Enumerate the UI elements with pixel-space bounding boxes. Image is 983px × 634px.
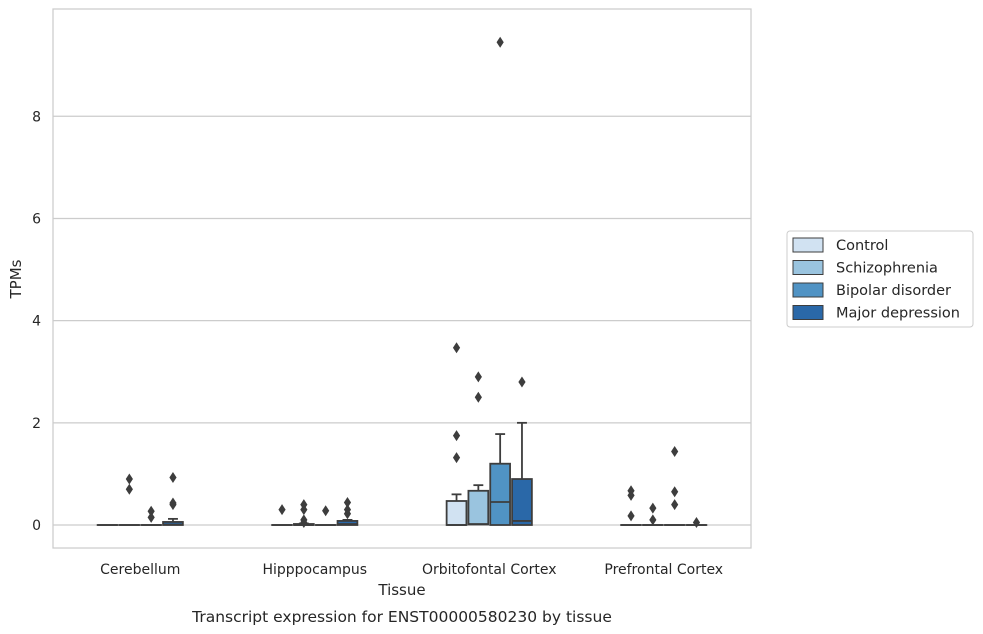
box-major-depression bbox=[336, 497, 359, 526]
legend-label: Bipolar disorder bbox=[836, 283, 951, 299]
outlier-point bbox=[518, 376, 526, 388]
box-control bbox=[445, 342, 468, 526]
legend-frame bbox=[786, 230, 974, 328]
outlier-point bbox=[343, 497, 352, 509]
box-schizophrenia bbox=[467, 371, 490, 526]
legend-label: Major depression bbox=[836, 306, 960, 322]
y-tick-label: 4 bbox=[32, 314, 41, 330]
box-bipolar-disorder bbox=[140, 505, 162, 526]
y-tick-labels: 0 2 4 6 8 bbox=[32, 109, 41, 534]
outlier-point bbox=[452, 342, 461, 354]
plot-area bbox=[53, 9, 751, 548]
box-body bbox=[467, 489, 490, 526]
outlier-point bbox=[452, 452, 461, 464]
box-body bbox=[489, 462, 511, 526]
legend-swatch bbox=[792, 305, 824, 320]
y-tick-label: 8 bbox=[32, 109, 41, 125]
box-major-depression bbox=[511, 376, 533, 526]
outlier-point bbox=[147, 511, 155, 523]
box-bipolar-disorder bbox=[314, 505, 337, 526]
y-tick-label: 6 bbox=[32, 211, 41, 227]
outlier-point bbox=[125, 483, 133, 495]
box-control bbox=[271, 504, 293, 526]
legend-swatch bbox=[792, 237, 824, 253]
y-axis-label: TPMs bbox=[7, 259, 25, 299]
legend: Control Schizophrenia Bipolar disorder Majo… bbox=[786, 230, 974, 328]
box-major-depression bbox=[162, 471, 184, 526]
outlier-point bbox=[452, 430, 461, 442]
y-tick-label: 2 bbox=[32, 416, 41, 432]
outlier-point bbox=[627, 510, 635, 522]
outlier-point bbox=[300, 499, 308, 511]
outlier-point bbox=[649, 502, 657, 514]
box-control bbox=[620, 485, 642, 526]
legend-label: Control bbox=[836, 238, 888, 254]
outlier-point bbox=[671, 499, 679, 511]
x-tick-label: Prefrontal Cortex bbox=[604, 562, 723, 578]
outlier-point bbox=[278, 504, 286, 516]
outlier-point bbox=[671, 486, 679, 498]
box-body bbox=[511, 478, 533, 526]
outlier-point bbox=[300, 514, 308, 526]
box-schizophrenia bbox=[642, 502, 664, 526]
outlier-point bbox=[169, 471, 177, 483]
outlier-point bbox=[474, 391, 482, 403]
box-major-depression bbox=[685, 516, 708, 528]
outlier-point bbox=[169, 497, 177, 509]
plot-frame bbox=[52, 8, 752, 549]
box-schizophrenia bbox=[293, 499, 315, 528]
box-bipolar-disorder bbox=[663, 445, 686, 526]
x-tick-labels: Cerebellum Hipppocampus Orbitofontal Corte… bbox=[100, 562, 723, 578]
outlier-point bbox=[474, 371, 482, 383]
outlier-point bbox=[322, 505, 330, 517]
box-body bbox=[336, 520, 359, 526]
outlier-point bbox=[692, 516, 701, 528]
outlier-point bbox=[627, 485, 635, 497]
chart-caption: Transcript expression for ENST0000058023… bbox=[191, 608, 612, 626]
x-tick-label: Orbitofontal Cortex bbox=[422, 562, 557, 578]
outlier-point bbox=[671, 445, 679, 457]
legend-label: Schizophrenia bbox=[836, 261, 938, 277]
x-axis-label: Tissue bbox=[377, 581, 425, 599]
legend-swatch bbox=[792, 260, 824, 275]
outlier-point bbox=[343, 504, 352, 516]
outlier-point bbox=[649, 514, 657, 526]
outlier-point bbox=[125, 473, 133, 485]
box-body bbox=[445, 500, 468, 526]
x-tick-label: Cerebellum bbox=[100, 562, 180, 578]
x-tick-label: Hipppocampus bbox=[262, 562, 367, 578]
box-schizophrenia bbox=[118, 473, 141, 526]
outlier-point bbox=[496, 36, 504, 48]
box-bipolar-disorder bbox=[489, 36, 511, 526]
y-tick-label: 0 bbox=[32, 518, 41, 534]
outlier-point bbox=[147, 505, 155, 517]
legend-swatch bbox=[792, 282, 824, 298]
boxes bbox=[96, 36, 708, 528]
